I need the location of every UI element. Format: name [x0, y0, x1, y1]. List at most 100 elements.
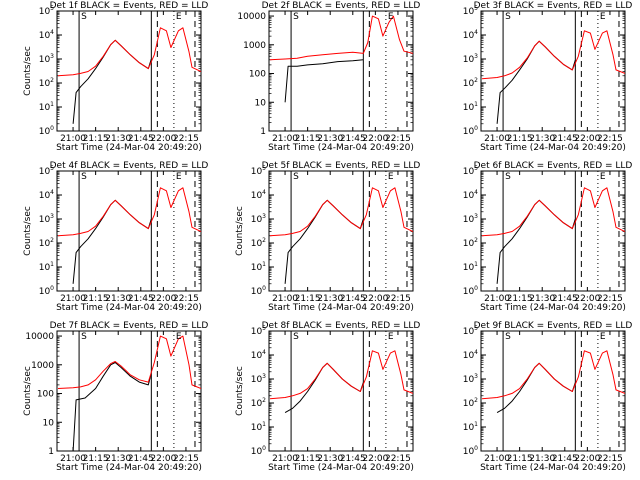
marker-letter: S: [81, 332, 87, 342]
marker-letter: E: [388, 332, 394, 342]
events-series-line: [72, 199, 152, 284]
x-tick-label: 21:00: [484, 294, 510, 304]
x-tick-label: 22:15: [173, 454, 199, 464]
events-series-line: [284, 59, 364, 103]
x-tick-label: 21:00: [484, 454, 510, 464]
detector-panel: Det 5f BLACK = Events, RED = LLD21:0021:…: [235, 161, 420, 313]
x-tick-label: 21:45: [552, 454, 578, 464]
y-tick-label: 101: [251, 421, 266, 433]
y-tick-label: 101: [251, 261, 266, 273]
x-tick-label: 22:00: [574, 134, 600, 144]
y-tick-label: 102: [463, 237, 478, 249]
x-tick-label: 21:00: [484, 134, 510, 144]
events-series-line: [284, 199, 364, 284]
detector-panel: Det 1f BLACK = Events, RED = LLD21:0021:…: [23, 1, 208, 153]
y-tick-label: 102: [251, 237, 266, 249]
x-tick-label: 21:30: [317, 294, 343, 304]
y-tick-label: 105: [39, 5, 54, 17]
x-tick-label: 21:00: [272, 454, 298, 464]
y-axis-label: Counts/sec: [23, 46, 33, 96]
marker-letter: E: [176, 172, 182, 182]
plot-title: Det 4f BLACK = Events, RED = LLD: [50, 161, 209, 171]
y-tick-label: 100: [249, 70, 266, 80]
x-tick-label: 21:30: [105, 454, 131, 464]
x-axis-label: Start Time (24-Mar-04 20:49:20): [268, 303, 414, 313]
plot-title: Det 1f BLACK = Events, RED = LLD: [50, 1, 209, 11]
y-tick-label: 10000: [25, 332, 54, 342]
x-tick-label: 21:00: [272, 294, 298, 304]
x-tick-label: 22:15: [173, 294, 199, 304]
marker-letter: E: [388, 12, 394, 22]
y-tick-label: 100: [463, 285, 478, 297]
x-tick-label: 21:30: [105, 294, 131, 304]
events-series-line: [496, 199, 576, 284]
y-tick-label: 1: [260, 127, 266, 137]
lld-series-line: [269, 187, 413, 237]
y-tick-label: 1: [48, 447, 54, 457]
y-tick-label: 10: [255, 98, 267, 108]
y-tick-label: 103: [463, 213, 478, 225]
marker-letter: E: [176, 332, 182, 342]
y-tick-label: 101: [463, 261, 478, 273]
detector-panel: Det 4f BLACK = Events, RED = LLD21:0021:…: [23, 161, 208, 313]
marker-letter: S: [505, 172, 511, 182]
lld-series-line: [481, 187, 625, 237]
marker-letter: S: [293, 172, 299, 182]
x-tick-label: 22:15: [385, 454, 411, 464]
x-tick-label: 21:30: [529, 454, 555, 464]
x-tick-label: 21:00: [60, 294, 86, 304]
x-tick-label: 22:15: [597, 134, 623, 144]
x-tick-label: 21:15: [295, 294, 321, 304]
marker-letter: S: [293, 12, 299, 22]
plot-title: Det 8f BLACK = Events, RED = LLD: [262, 321, 421, 331]
marker-letter: S: [293, 332, 299, 342]
x-tick-label: 21:15: [295, 134, 321, 144]
marker-letter: E: [600, 12, 606, 22]
x-tick-label: 21:30: [317, 454, 343, 464]
plot-frame: [268, 10, 414, 132]
plot-title: Det 6f BLACK = Events, RED = LLD: [474, 161, 633, 171]
x-tick-label: 21:45: [552, 294, 578, 304]
lld-series-line: [57, 187, 201, 237]
x-tick-label: 21:15: [507, 294, 533, 304]
y-tick-label: 105: [463, 165, 478, 177]
x-tick-label: 22:00: [362, 454, 388, 464]
x-tick-label: 21:30: [529, 134, 555, 144]
x-tick-label: 21:00: [60, 454, 86, 464]
plot-frame: [56, 330, 202, 452]
x-tick-label: 21:15: [83, 294, 109, 304]
detector-panel: Det 9f BLACK = Events, RED = LLD21:0021:…: [463, 321, 633, 473]
y-tick-label: 10: [43, 418, 55, 428]
marker-letter: S: [505, 12, 511, 22]
x-tick-label: 21:00: [272, 134, 298, 144]
x-tick-label: 22:00: [574, 454, 600, 464]
x-axis-label: Start Time (24-Mar-04 20:49:20): [56, 143, 202, 153]
y-tick-label: 102: [463, 397, 478, 409]
y-tick-label: 100: [39, 285, 54, 297]
x-tick-label: 21:30: [317, 134, 343, 144]
x-tick-label: 21:15: [507, 134, 533, 144]
y-tick-label: 105: [463, 325, 478, 337]
y-tick-label: 1000: [31, 361, 54, 371]
y-tick-label: 100: [39, 125, 54, 137]
marker-letter: S: [81, 172, 87, 182]
y-tick-label: 104: [463, 29, 478, 41]
marker-letter: S: [505, 332, 511, 342]
plot-frame: [268, 330, 414, 452]
y-tick-label: 101: [39, 101, 54, 113]
events-series-line: [496, 40, 576, 124]
x-tick-label: 21:45: [128, 454, 154, 464]
y-tick-label: 104: [463, 189, 478, 201]
y-tick-label: 101: [39, 261, 54, 273]
x-tick-label: 22:15: [385, 134, 411, 144]
y-axis-label: Counts/sec: [23, 206, 33, 256]
y-axis-label: Counts/sec: [235, 366, 245, 416]
y-tick-label: 101: [463, 421, 478, 433]
x-tick-label: 21:45: [340, 294, 366, 304]
y-axis-label: Counts/sec: [235, 206, 245, 256]
x-tick-label: 21:00: [60, 134, 86, 144]
y-tick-label: 100: [251, 445, 266, 457]
x-tick-label: 22:15: [385, 294, 411, 304]
x-tick-label: 22:00: [574, 294, 600, 304]
